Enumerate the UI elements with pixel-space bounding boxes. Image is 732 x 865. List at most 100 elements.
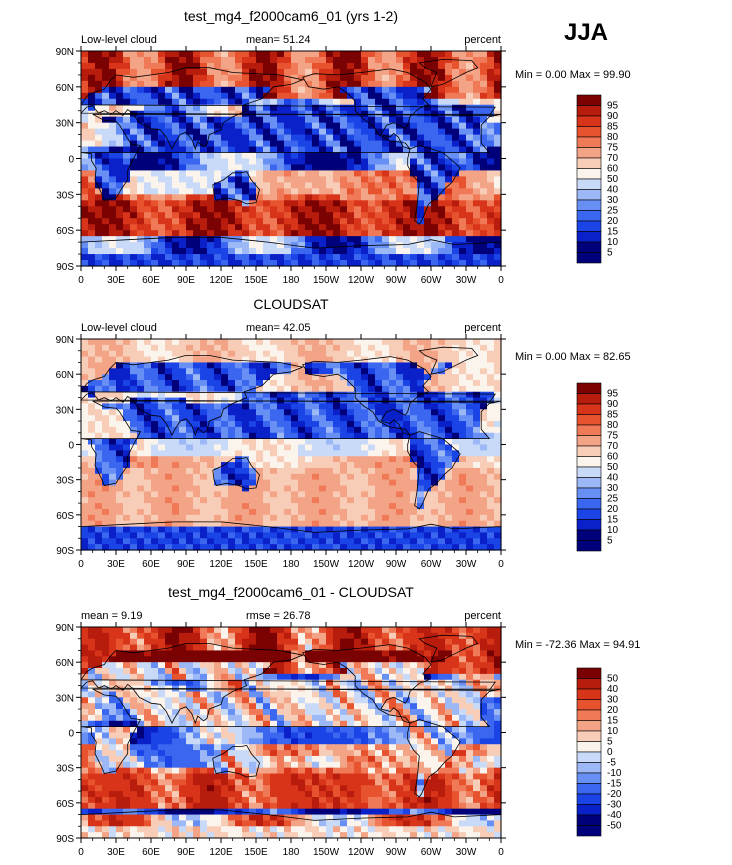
- field-cell: [494, 409, 502, 416]
- field-cell: [277, 170, 285, 178]
- field-cell: [88, 206, 96, 213]
- field-cell: [214, 356, 222, 364]
- field-cell: [445, 532, 453, 539]
- field-cell: [375, 188, 383, 195]
- field-cell: [389, 432, 397, 440]
- field-cell: [466, 146, 474, 154]
- field-cell: [438, 409, 446, 416]
- field-cell: [186, 182, 194, 189]
- field-cell: [179, 68, 187, 76]
- field-cell: [165, 254, 173, 261]
- field-cell: [298, 116, 306, 124]
- field-cell: [137, 122, 145, 130]
- field-cell: [102, 432, 110, 440]
- field-cell: [445, 128, 453, 136]
- field-cell: [270, 632, 278, 640]
- field-cell: [291, 170, 299, 178]
- field-cell: [389, 74, 397, 82]
- field-cell: [137, 51, 145, 58]
- field-cell: [417, 92, 425, 100]
- field-cell: [396, 254, 404, 261]
- field-cell: [445, 200, 453, 207]
- field-cell: [235, 479, 243, 487]
- field-cell: [445, 212, 453, 219]
- field-cell: [403, 152, 411, 160]
- field-cell: [144, 92, 152, 100]
- field-cell: [298, 80, 306, 88]
- field-cell: [487, 356, 495, 364]
- field-cell: [165, 368, 173, 375]
- field-cell: [473, 188, 481, 195]
- field-cell: [249, 650, 257, 657]
- field-cell: [326, 128, 334, 136]
- field-cell: [207, 415, 215, 422]
- field-cell: [305, 86, 313, 94]
- field-cell: [445, 479, 453, 487]
- field-cell: [242, 68, 250, 76]
- field-cell: [459, 356, 467, 364]
- field-cell: [214, 242, 222, 249]
- field-cell: [207, 650, 215, 657]
- field-cell: [249, 356, 257, 364]
- field-cell: [221, 491, 229, 498]
- field-cell: [431, 473, 439, 481]
- field-cell: [277, 627, 285, 634]
- field-cell: [256, 544, 264, 551]
- field-cell: [319, 532, 327, 539]
- field-cell: [263, 444, 271, 451]
- field-cell: [326, 479, 334, 487]
- field-cell: [389, 356, 397, 364]
- field-cell: [123, 426, 131, 434]
- field-cell: [228, 260, 236, 267]
- field-cell: [88, 385, 96, 393]
- field-cell: [312, 188, 320, 195]
- field-cell: [424, 224, 432, 231]
- field-cell: [354, 86, 362, 94]
- field-cell: [445, 350, 453, 358]
- field-cell: [354, 450, 362, 457]
- colorbar-box: [576, 210, 602, 222]
- field-cell: [487, 146, 495, 154]
- field-cell: [438, 122, 446, 130]
- field-cell: [256, 444, 264, 451]
- field-cell: [284, 421, 292, 428]
- field-cell: [417, 80, 425, 88]
- field-cell: [438, 80, 446, 88]
- field-cell: [88, 450, 96, 457]
- field-cell: [389, 391, 397, 399]
- field-cell: [165, 200, 173, 207]
- field-cell: [102, 194, 110, 201]
- field-cell: [424, 415, 432, 422]
- field-cell: [459, 74, 467, 82]
- field-cell: [375, 473, 383, 481]
- field-cell: [354, 339, 362, 346]
- field-cell: [480, 74, 488, 82]
- field-cell: [424, 426, 432, 434]
- field-cell: [256, 122, 264, 130]
- field-cell: [172, 526, 180, 534]
- field-cell: [123, 462, 131, 469]
- field-cell: [333, 508, 341, 516]
- field-cell: [158, 356, 166, 364]
- field-cell: [95, 339, 103, 346]
- field-cell: [305, 68, 313, 76]
- field-cell: [81, 544, 89, 551]
- field-cell: [305, 339, 313, 346]
- field-cell: [277, 438, 285, 446]
- field-cell: [431, 350, 439, 358]
- field-cell: [284, 176, 292, 183]
- field-cell: [375, 200, 383, 207]
- field-cell: [123, 158, 131, 166]
- field-cell: [368, 182, 376, 189]
- field-cell: [375, 450, 383, 457]
- field-cell: [396, 644, 404, 652]
- field-cell: [165, 236, 173, 243]
- field-cell: [144, 230, 152, 237]
- field-cell: [228, 350, 236, 358]
- field-cell: [88, 526, 96, 534]
- field-cell: [109, 212, 117, 219]
- field-cell: [235, 638, 243, 646]
- field-cell: [256, 134, 264, 142]
- lon-tick-label: 60W: [421, 559, 442, 570]
- field-cell: [102, 532, 110, 539]
